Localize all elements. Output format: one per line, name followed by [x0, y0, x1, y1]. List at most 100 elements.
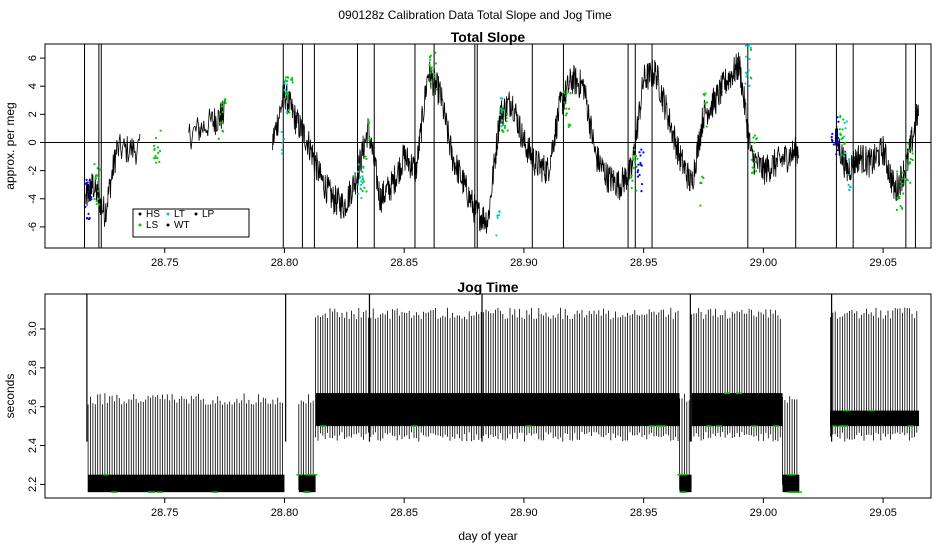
calibration-point — [154, 154, 157, 158]
calibration-point — [98, 203, 101, 206]
calibration-point — [700, 181, 703, 185]
calibration-point — [88, 179, 91, 182]
jog-time-series-line — [830, 307, 918, 442]
calibration-point — [705, 101, 709, 104]
calibration-point — [898, 197, 901, 200]
calibration-point — [285, 80, 288, 83]
calibration-point — [357, 183, 360, 186]
calibration-point — [755, 137, 758, 140]
calibration-point — [900, 184, 903, 188]
calibration-point — [636, 175, 640, 178]
calibration-point — [96, 180, 100, 184]
calibration-point — [360, 196, 363, 200]
total-slope-y-tick-label: -4 — [27, 194, 39, 204]
jog-time-title: Jog Time — [457, 279, 518, 295]
calibration-point — [901, 182, 904, 185]
calibration-point — [900, 206, 903, 209]
jog-time-x-tick-label: 28.95 — [630, 507, 658, 519]
calibration-point — [96, 167, 99, 170]
calibration-point — [281, 152, 284, 155]
calibration-point — [699, 204, 702, 207]
calibration-point — [748, 84, 751, 87]
calibration-point — [838, 128, 841, 131]
calibration-point — [84, 205, 87, 208]
calibration-point — [158, 150, 162, 153]
legend-label-lt: LT — [174, 209, 185, 220]
legend-label-wt: WT — [174, 220, 190, 231]
calibration-point — [360, 180, 363, 183]
calibration-point — [157, 151, 160, 155]
legend-marker-ls — [138, 223, 142, 227]
calibration-point — [87, 190, 90, 193]
calibration-point — [221, 122, 224, 125]
calibration-point — [834, 141, 837, 144]
calibration-point — [361, 189, 364, 193]
calibration-point — [835, 132, 839, 135]
calibration-point — [750, 171, 754, 175]
total-slope-ylabel: approx. per meg — [3, 102, 17, 189]
calibration-point — [567, 125, 570, 129]
calibration-point — [500, 111, 504, 114]
calibration-point — [156, 157, 159, 160]
calibration-point — [830, 138, 833, 141]
jog-time-segment — [782, 396, 802, 493]
calibration-point — [284, 92, 287, 95]
calibration-point — [840, 138, 843, 141]
calibration-point — [908, 161, 911, 164]
calibration-point — [640, 148, 643, 151]
calibration-point — [155, 161, 158, 164]
calibration-point — [84, 182, 87, 185]
calibration-point — [835, 140, 839, 143]
jog-time-band — [830, 410, 920, 427]
jog-time-x-tick-label: 28.75 — [151, 507, 179, 519]
calibration-point — [93, 163, 96, 166]
total-slope-panel: Total Slope approx. per meg 28.75 28.80 28… — [3, 29, 932, 269]
total-slope-series-line — [85, 52, 919, 234]
calibration-point — [637, 163, 640, 166]
calibration-point — [704, 92, 707, 95]
calibration-point — [432, 75, 436, 78]
calibration-point — [501, 108, 505, 112]
calibration-point — [428, 55, 432, 59]
calibration-point — [430, 66, 433, 69]
calibration-point — [506, 129, 509, 132]
calibration-point — [368, 138, 371, 142]
calibration-point — [219, 121, 222, 124]
calibration-point — [435, 88, 438, 91]
calibration-point — [280, 130, 283, 133]
calibration-point — [501, 97, 504, 100]
calibration-point — [844, 141, 847, 144]
legend-marker-hs — [138, 212, 142, 216]
jog-time-plot-frame — [44, 293, 932, 499]
total-slope-y-tick-label: 0 — [27, 139, 39, 145]
calibration-point — [87, 212, 90, 215]
calibration-point — [909, 181, 912, 184]
calibration-point — [564, 94, 568, 98]
jog-time-segment — [830, 307, 920, 442]
calibration-point — [283, 89, 286, 92]
jog-time-y-axis: 2.2 2.4 2.6 2.8 3.0 — [27, 321, 45, 492]
jog-time-y-tick-label: 2.8 — [27, 360, 39, 375]
total-slope-x-tick-label: 28.80 — [271, 257, 299, 269]
calibration-point — [907, 142, 910, 145]
calibration-point — [503, 126, 507, 129]
calibration-point — [848, 158, 851, 162]
calibration-point — [280, 148, 283, 151]
jog-time-x-tick-label: 29.00 — [750, 507, 778, 519]
calibration-point — [501, 123, 505, 126]
calibration-point — [745, 75, 748, 78]
calibration-point — [569, 92, 572, 95]
jog-time-segment — [87, 393, 285, 493]
calibration-point — [430, 69, 433, 72]
calibration-point — [357, 192, 360, 195]
calibration-point — [849, 186, 852, 189]
calibration-point — [837, 120, 840, 123]
total-slope-y-tick-label: 6 — [27, 55, 39, 61]
calibration-point — [749, 46, 752, 49]
calibration-point — [286, 93, 289, 96]
calibration-point — [88, 185, 91, 188]
calibration-point — [434, 62, 437, 65]
calibration-point — [744, 55, 748, 58]
calibration-point — [500, 107, 503, 111]
